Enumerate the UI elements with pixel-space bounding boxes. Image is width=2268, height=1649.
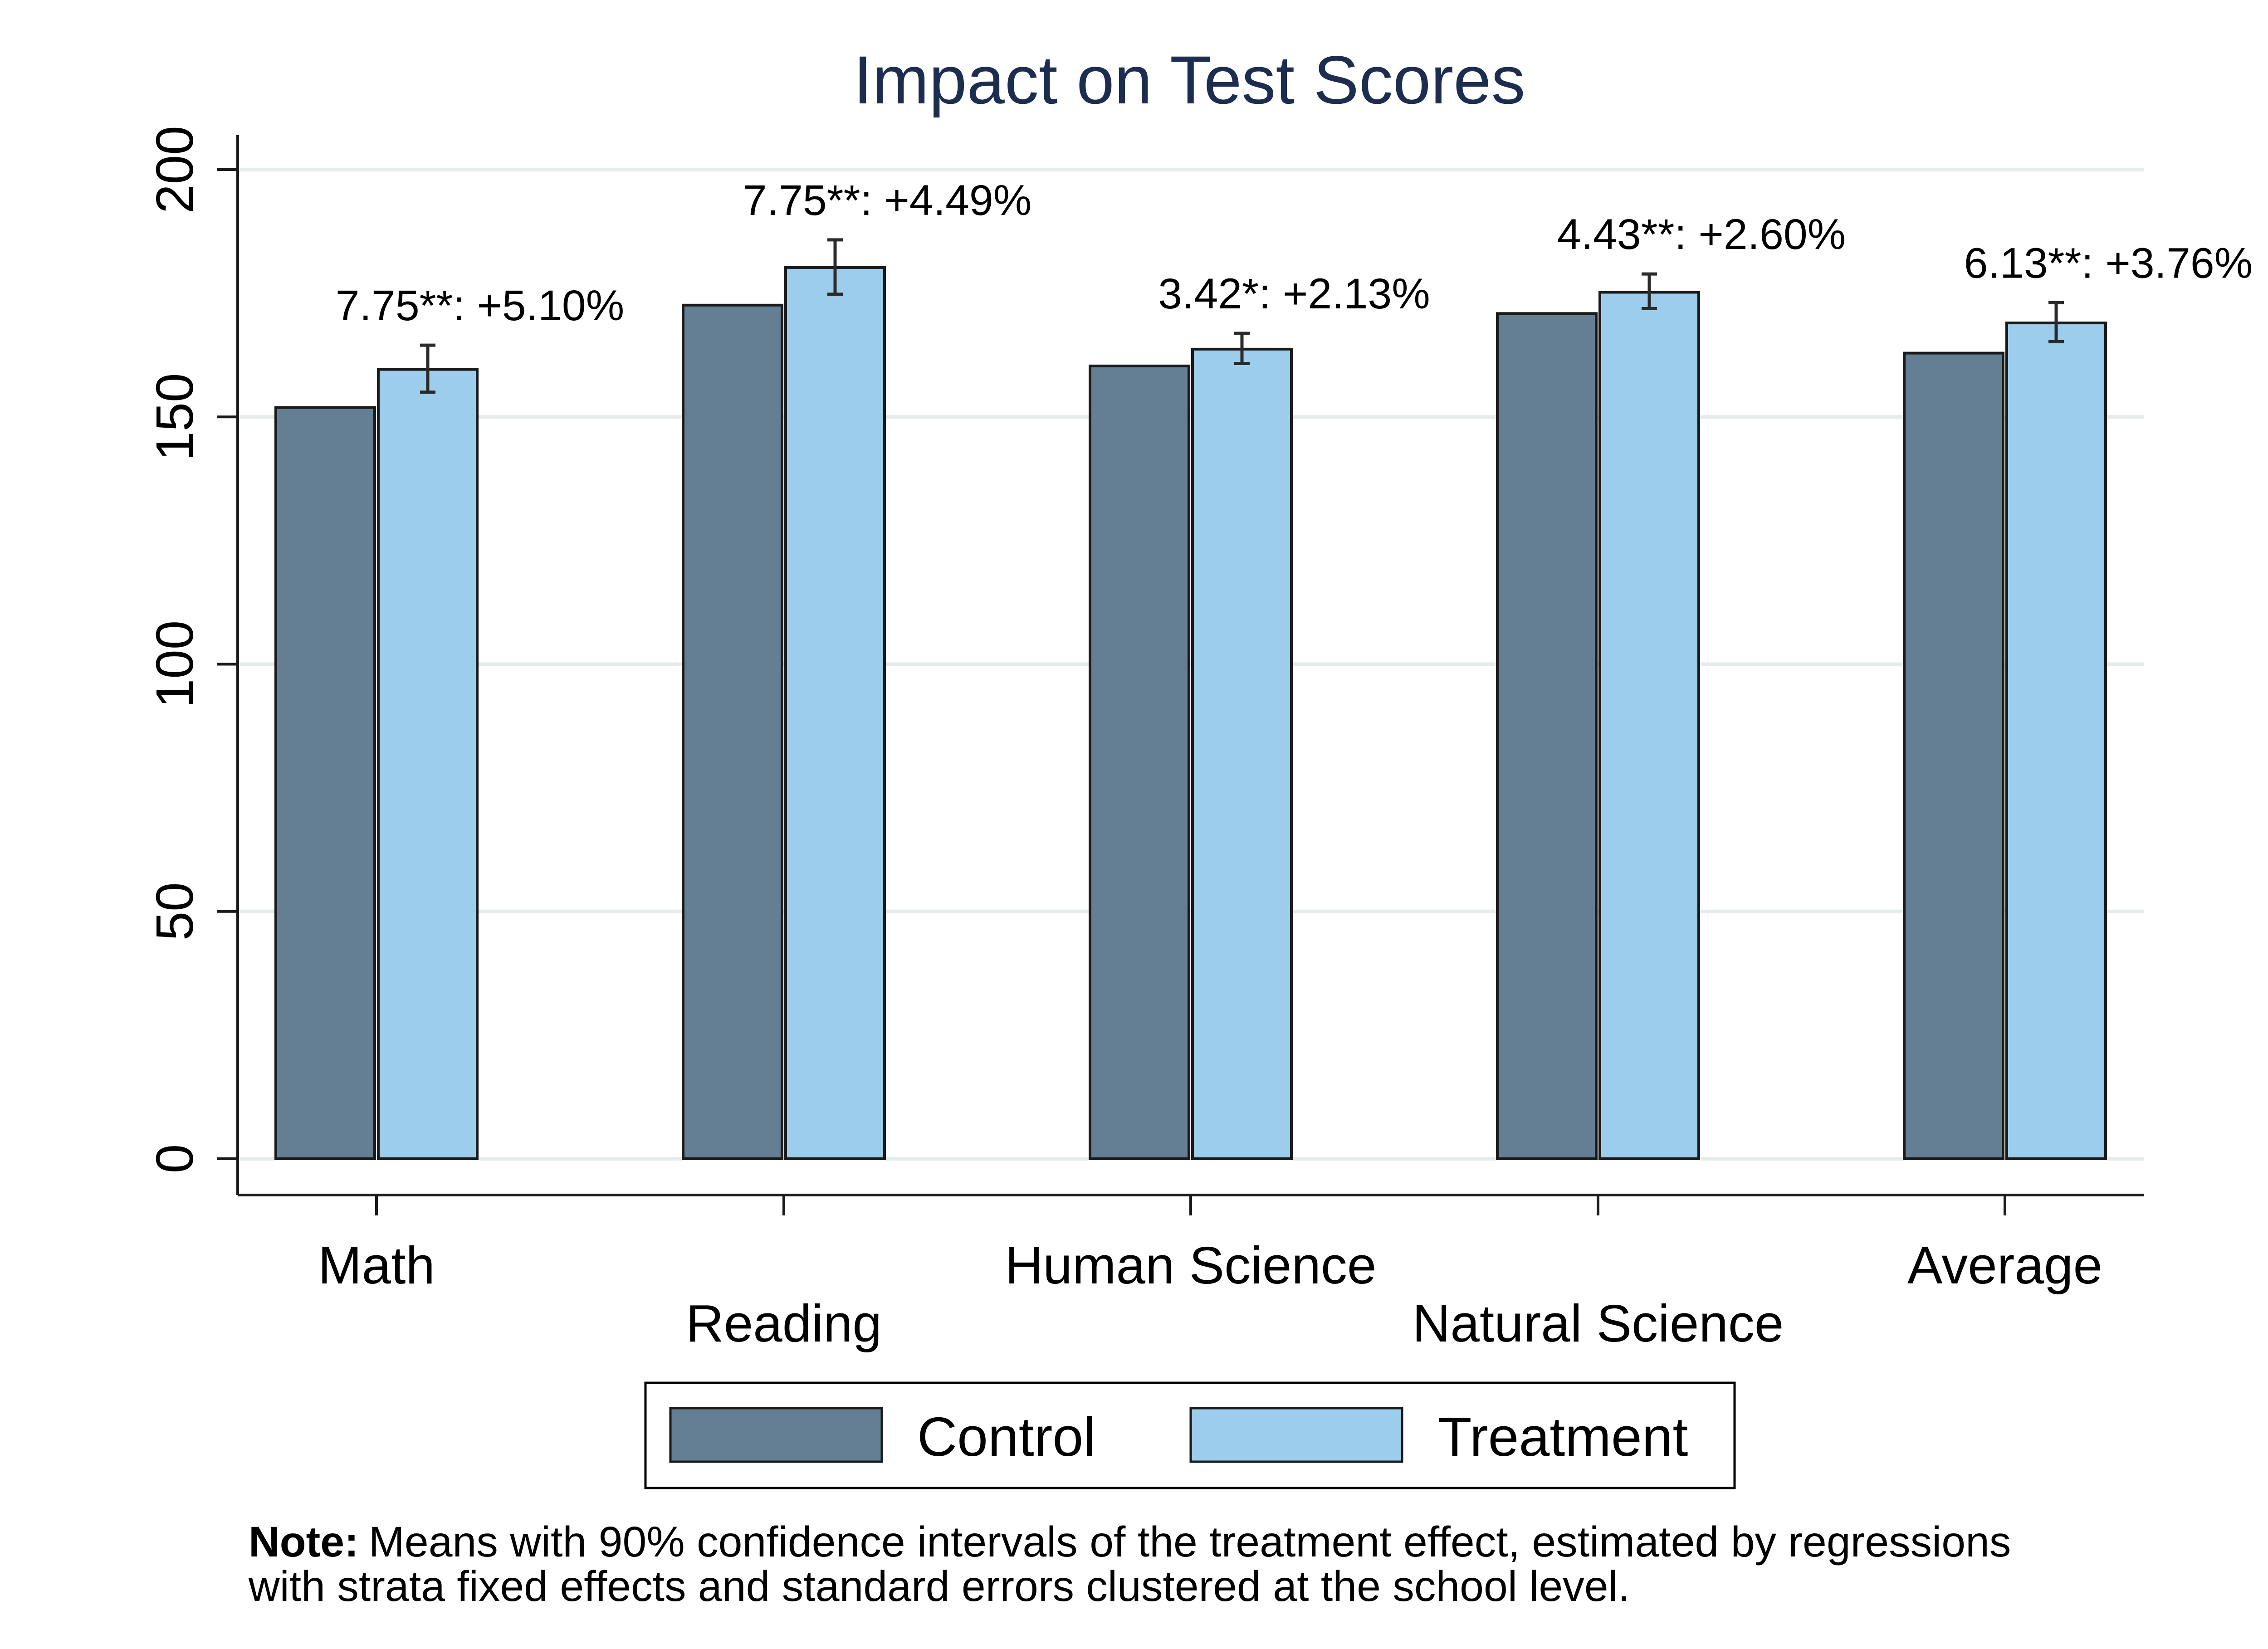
y-ticks: 0 50 100 150 200 — [145, 126, 238, 1173]
x-tick-label-natural-science: Natural Science — [1413, 1294, 1784, 1353]
annotation-math: 7.75**: +5.10% — [336, 282, 624, 330]
y-tick-label-0: 0 — [145, 1144, 204, 1174]
legend-swatch-control — [669, 1407, 883, 1463]
x-ticks: Math Reading Human Science Natural Science A… — [318, 1195, 2102, 1353]
note-label: Note: — [249, 1518, 359, 1566]
x-tick-label-reading: Reading — [686, 1294, 882, 1353]
annotations: 7.75**: +5.10% 7.75**: +4.49% 3.42*: +2.13… — [336, 176, 2253, 330]
bar-treatment-reading — [784, 266, 886, 1161]
y-tick-label-100: 100 — [145, 620, 204, 708]
annotation-human-science: 3.42*: +2.13% — [1158, 270, 1430, 318]
bar-control-reading — [682, 303, 783, 1160]
y-tick-label-200: 200 — [145, 126, 204, 214]
bar-treatment-natural-science — [1598, 291, 1700, 1160]
bar-treatment-math — [377, 368, 479, 1160]
x-tick-label-math: Math — [318, 1236, 435, 1295]
bar-treatment-human-science — [1191, 347, 1293, 1161]
error-bars — [420, 238, 2064, 394]
x-tick-label-human-science: Human Science — [1005, 1236, 1377, 1295]
bar-control-natural-science — [1496, 312, 1598, 1161]
bar-treatment-average — [2005, 322, 2107, 1160]
annotation-reading: 7.75**: +4.49% — [743, 176, 1031, 224]
annotation-natural-science: 4.43**: +2.60% — [1557, 210, 1846, 259]
bar-control-math — [274, 406, 376, 1160]
annotation-average: 6.13**: +3.76% — [1964, 239, 2253, 287]
bars — [274, 266, 2107, 1161]
legend-label-control: Control — [917, 1406, 1095, 1468]
legend-label-treatment: Treatment — [1438, 1406, 1688, 1468]
bar-control-average — [1903, 351, 2004, 1161]
legend: Control Treatment — [644, 1381, 1736, 1489]
bar-control-human-science — [1089, 364, 1190, 1161]
x-tick-label-average: Average — [1907, 1236, 2102, 1295]
y-tick-label-150: 150 — [145, 373, 204, 461]
chart-note-line-2: with strata fixed effects and standard e… — [248, 1562, 1630, 1610]
chart-note-line-1: Note: Means with 90% confidence intervals… — [249, 1518, 2011, 1566]
note-text-1: Means with 90% confidence intervals of t… — [369, 1518, 2011, 1566]
y-tick-label-50: 50 — [145, 882, 204, 941]
chart-title: Impact on Test Scores — [853, 42, 1525, 118]
legend-swatch-treatment — [1189, 1407, 1403, 1463]
